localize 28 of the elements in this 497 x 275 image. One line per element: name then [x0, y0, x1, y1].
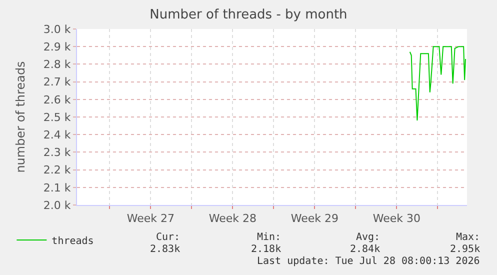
y-tick-label: 2.1 k: [43, 181, 72, 194]
y-tick-label: 2.3 k: [43, 146, 72, 160]
chart-title: Number of threads - by month: [150, 8, 348, 23]
x-tick-label: Week 27: [126, 212, 175, 226]
y-axis-title: number of threads: [14, 61, 28, 173]
y-tick-label: 2.9 k: [43, 40, 72, 54]
line-series: [409, 46, 466, 122]
text: 2.95k: [450, 244, 480, 255]
legend-label: threads: [52, 236, 94, 247]
text: 2.84k: [350, 244, 380, 255]
text: 2.18k: [251, 244, 282, 255]
y-tick-label: 2.0 k: [43, 198, 72, 212]
x-tick-label: Week 30: [372, 212, 421, 226]
x-tick-label: Week 29: [290, 212, 339, 226]
y-tick-label: 2.4 k: [43, 128, 72, 142]
text: Avg:: [356, 232, 380, 243]
y-tick-label: 2.8 k: [43, 58, 72, 72]
y-tick-label: 2.6 k: [43, 93, 72, 106]
y-tick-label: 2.5 k: [43, 110, 72, 124]
text: Max:: [456, 232, 480, 243]
y-tick-label: 2.2 k: [43, 164, 72, 177]
text: Last update: Tue Jul 28 08:00:13 2026: [257, 256, 480, 267]
text: Min:: [257, 232, 282, 243]
y-tick-label: 3.0 k: [43, 22, 72, 36]
text: 2.83k: [150, 244, 180, 255]
y-tick-label: 2.7 k: [43, 76, 72, 89]
x-tick-label: Week 28: [208, 212, 257, 226]
text: Cur:: [156, 232, 180, 243]
